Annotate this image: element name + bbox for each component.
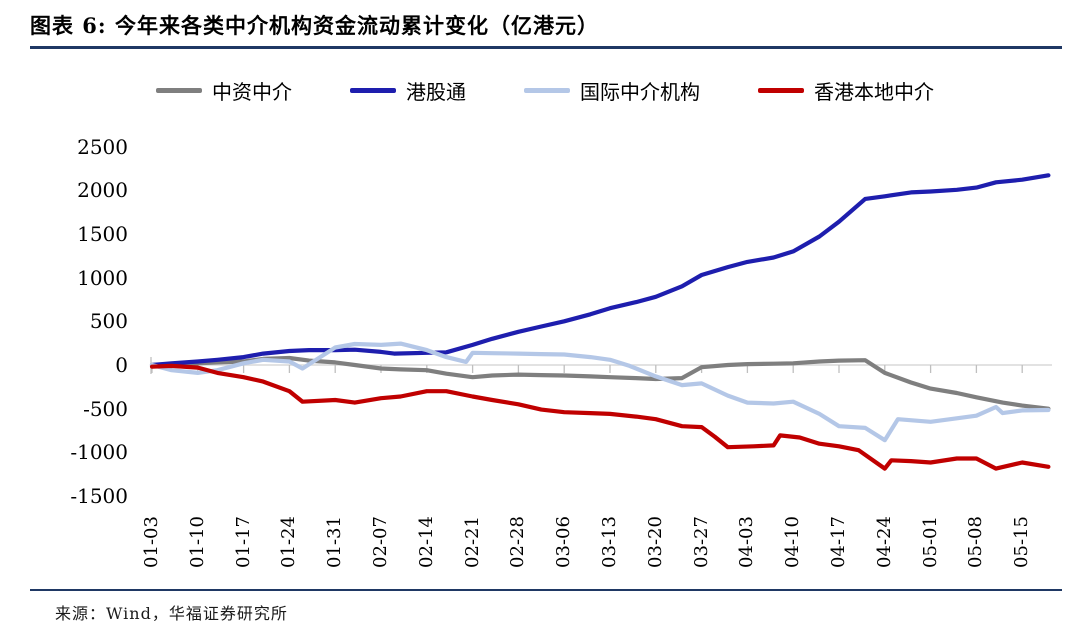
title-underline [30,46,1062,49]
series-line-中资中介 [149,355,1051,411]
line-swatch-red [758,88,804,93]
legend-item: 香港本地中介 [758,76,934,105]
y-tick-label: 1500 [77,221,128,246]
y-tick-label: 0 [115,353,128,377]
legend-label: 香港本地中介 [814,80,934,104]
series-line-港股通 [149,173,1051,368]
y-tick-label: -1500 [70,484,128,509]
y-tick-label: 2500 [77,134,128,159]
series-line-香港本地中介 [149,363,1051,471]
series-line-国际中介机构 [149,341,1051,443]
y-tick-label: 1000 [77,265,128,290]
legend-item: 中资中介 [156,76,292,105]
y-tick-label: -1000 [70,440,128,465]
legend-label: 港股通 [406,80,466,104]
line-swatch-lightblue [524,88,570,93]
footer-rule [30,589,1062,591]
line-swatch-navy [350,88,396,93]
y-tick-label: 500 [89,309,128,334]
y-tick-label: -500 [83,396,128,421]
source-note: 来源：Wind，华福证券研究所 [55,604,288,623]
legend-item: 港股通 [350,76,466,105]
y-tick-label: 2000 [77,178,128,203]
figure-title: 图表 6: 今年来各类中介机构资金流动累计变化（亿港元） [30,13,599,38]
legend-item: 国际中介机构 [524,76,700,105]
line-swatch-gray [156,88,202,93]
legend-label: 中资中介 [212,80,292,104]
legend-label: 国际中介机构 [580,80,700,104]
chart-legend: 中资中介 港股通 国际中介机构 香港本地中介 [0,76,1090,105]
